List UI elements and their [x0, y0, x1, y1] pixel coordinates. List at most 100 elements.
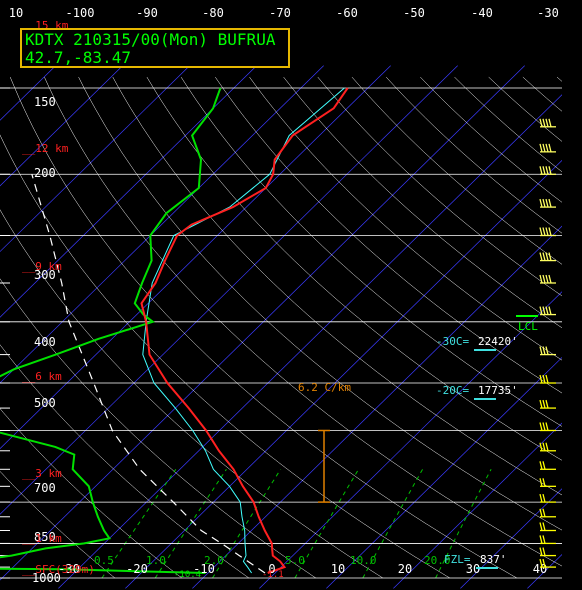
isotherm-line — [125, 159, 562, 589]
wind-barb-flag — [545, 274, 549, 284]
mixing-ratio-label: 20.0 — [424, 554, 451, 567]
top-temperature-tick: -50 — [403, 6, 425, 20]
height-label: __6 km — [22, 370, 62, 383]
wind-barb-flag — [545, 306, 549, 315]
level-name-label: -30C= — [436, 335, 469, 348]
top-temperature-tick: 10 — [9, 6, 23, 20]
isotherm-line — [393, 422, 562, 589]
bottom-temperature-tick: -30 — [58, 562, 80, 576]
wind-barb-flag — [542, 252, 546, 261]
bottom-temperature-tick: 0 — [268, 562, 275, 576]
wind-barb-flag — [548, 198, 552, 208]
wind-barb-flag — [545, 399, 549, 409]
wind-barb-flag — [539, 535, 543, 544]
lcl-label: LCL — [518, 320, 538, 333]
pressure-label: 850 — [34, 530, 56, 544]
height-label: __SFC(329m) — [22, 563, 95, 576]
wind-barb-flag — [545, 166, 549, 175]
top-temperature-tick: -40 — [471, 6, 493, 20]
mixing-ratio-line — [294, 469, 360, 579]
mixing-ratio-line — [435, 469, 492, 579]
isotherm-line — [0, 65, 123, 187]
mixing-ratio-line — [362, 469, 424, 579]
top-temperature-tick: -60 — [336, 6, 358, 20]
coords-line: 42.7,-83.47 — [25, 48, 131, 67]
mixing-ratio-line — [154, 469, 227, 579]
wind-barb-flag — [539, 547, 543, 556]
wind-barb-flag — [542, 461, 546, 470]
bottom-temperature-tick: -10 — [193, 562, 215, 576]
mixing-ratio-label: 0.5 — [94, 554, 114, 567]
surface-dewpoint-value: -10.4 — [174, 570, 201, 580]
wind-barb-flag — [539, 522, 543, 531]
wind-barb-flag — [542, 508, 546, 517]
wind-barb-flag — [539, 478, 543, 487]
wind-barb-flag — [539, 227, 543, 236]
wind-barb-flag — [545, 198, 549, 208]
wind-barb-flag — [539, 306, 543, 315]
wind-barb-flag — [548, 227, 552, 236]
wind-barb-flag — [542, 227, 546, 236]
wind-barb-flag — [539, 422, 543, 431]
bottom-temperature-tick: 40 — [533, 562, 547, 576]
mixing-ratio-line — [101, 469, 177, 579]
isotherm-line — [326, 356, 562, 589]
wind-barb-flag — [542, 522, 546, 531]
wind-barb-flag — [545, 422, 549, 431]
bottom-temperature-tick: -20 — [126, 562, 148, 576]
dry-adiabat-line — [283, 76, 562, 329]
wind-barb-flag — [545, 442, 549, 451]
wind-barb-flag — [539, 346, 543, 355]
dry-adiabat-line — [215, 76, 562, 394]
wind-barb-flag — [542, 306, 546, 315]
isotherm-line — [0, 65, 525, 581]
bottom-temperature-tick: 30 — [466, 562, 480, 576]
pressure-label: 700 — [34, 481, 56, 495]
wind-barb-flag — [539, 461, 543, 470]
level-name-label: FZL= — [444, 553, 471, 566]
wind-barb-flag — [542, 166, 546, 175]
top-temperature-tick: -100 — [66, 6, 95, 20]
pressure-label: 500 — [34, 396, 56, 410]
isotherm-line — [259, 291, 562, 589]
wind-barb-flag — [542, 535, 546, 544]
wind-barb-flag — [542, 399, 546, 409]
wind-barb-flag — [539, 118, 543, 127]
temperature-line — [140, 87, 349, 574]
wind-barb-flag — [539, 558, 543, 568]
pressure-label: 150 — [34, 95, 56, 109]
level-value-label: 22420' — [478, 335, 518, 348]
wind-barb-flag — [539, 374, 543, 384]
top-temperature-tick: -90 — [136, 6, 158, 20]
wind-barb-flag — [542, 274, 546, 284]
height-label: __1 km — [22, 532, 62, 545]
wind-barb-flag — [542, 118, 546, 127]
wind-barb-flag — [539, 493, 543, 503]
wind-barb-flag — [545, 227, 549, 236]
wind-barb-flag — [539, 442, 543, 451]
surface-temperature-value: -1.1 — [262, 570, 284, 580]
wind-barb-flag — [548, 252, 552, 261]
station-line: KDTX 210315/00(Mon) BUFRUA — [25, 30, 276, 49]
pressure-label: 200 — [34, 166, 56, 180]
bottom-temperature-tick: 20 — [398, 562, 412, 576]
height-label: __9 km — [22, 260, 62, 273]
mixing-ratio-label: 10.0 — [350, 554, 377, 567]
mixing-ratio-label: 2.0 — [204, 554, 224, 567]
level-value-label: 17735' — [478, 384, 518, 397]
wind-barb-flag — [539, 252, 543, 261]
isotherm-line — [192, 225, 562, 589]
isotherm-line — [0, 65, 190, 253]
bottom-temperature-tick: 10 — [331, 562, 345, 576]
isotherm-line — [0, 65, 458, 515]
height-label: __3 km — [22, 467, 62, 480]
pressure-label: 400 — [34, 335, 56, 349]
wind-barb-flag — [548, 166, 552, 175]
top-temperature-tick: -30 — [537, 6, 559, 20]
dry-adiabat-line — [317, 76, 562, 297]
isotherm-line — [460, 488, 562, 589]
mixing-ratio-label: 1.0 — [146, 554, 166, 567]
wind-barb-flag — [542, 547, 546, 556]
wind-barb-flag — [542, 374, 546, 384]
